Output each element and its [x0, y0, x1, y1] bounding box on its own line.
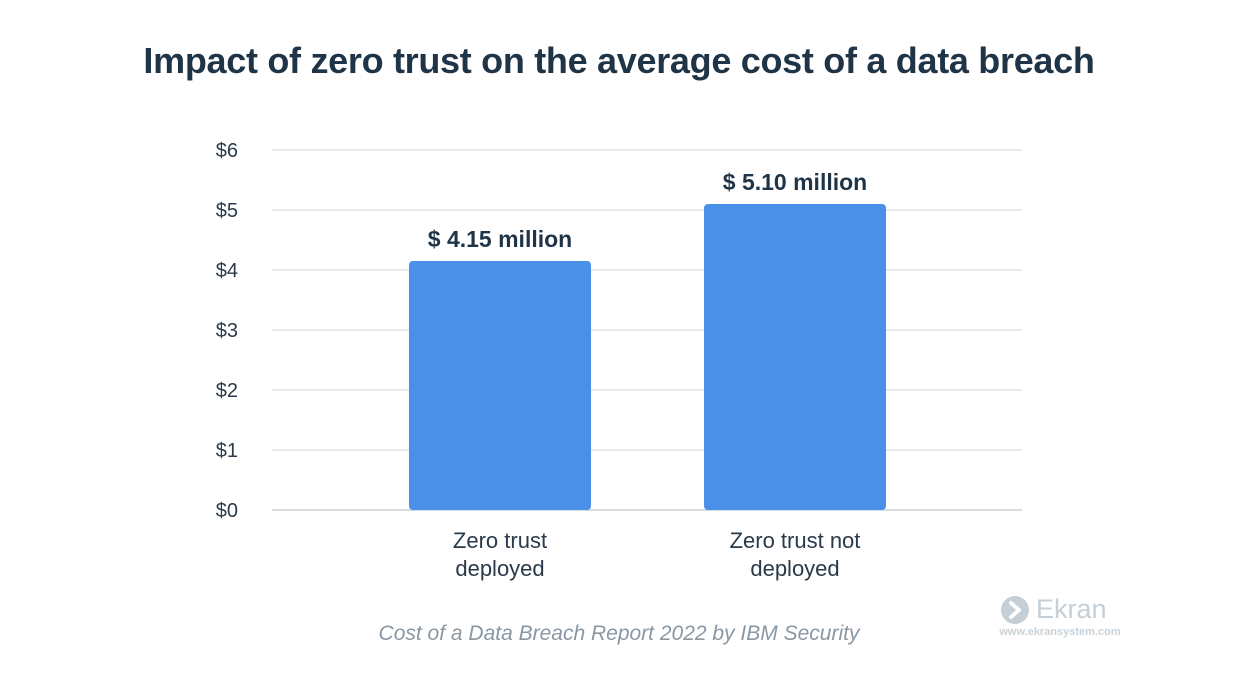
- chevron-right-circle-icon: [1001, 595, 1029, 624]
- gridlines: [272, 149, 1022, 511]
- x-category-label: Zero trust not deployed: [730, 528, 861, 581]
- y-tick-label: $5: [216, 200, 238, 222]
- bars: [409, 204, 886, 510]
- y-axis-ticks: $0 $1 $2 $3 $4 $5 $6: [216, 140, 238, 522]
- y-tick-label: $6: [216, 140, 238, 162]
- value-labels: $ 4.15 million $ 5.10 million: [428, 169, 867, 252]
- source-caption: Cost of a Data Breach Report 2022 by IBM…: [378, 622, 860, 645]
- brand-name: Ekran: [1036, 594, 1107, 624]
- y-tick-label: $0: [216, 500, 238, 522]
- x-axis-labels: Zero trust deployed Zero trust not deployed: [453, 528, 860, 581]
- x-category-label: Zero trust deployed: [453, 528, 547, 581]
- value-label: $ 4.15 million: [428, 226, 572, 252]
- brand-url: www.ekransystem.com: [999, 626, 1121, 638]
- y-tick-label: $1: [216, 440, 238, 462]
- bar: [704, 204, 886, 510]
- y-tick-label: $2: [216, 380, 238, 402]
- brand-logo: Ekran: [1000, 594, 1140, 625]
- y-tick-label: $3: [216, 320, 238, 342]
- chart-title: Impact of zero trust on the average cost…: [143, 40, 1095, 81]
- value-label: $ 5.10 million: [723, 169, 867, 195]
- bar-chart: $0 $1 $2 $3 $4 $5 $6 $ 4.15 million $ 5.10 mill…: [216, 140, 1022, 581]
- bar: [409, 261, 591, 510]
- y-tick-label: $4: [216, 260, 238, 282]
